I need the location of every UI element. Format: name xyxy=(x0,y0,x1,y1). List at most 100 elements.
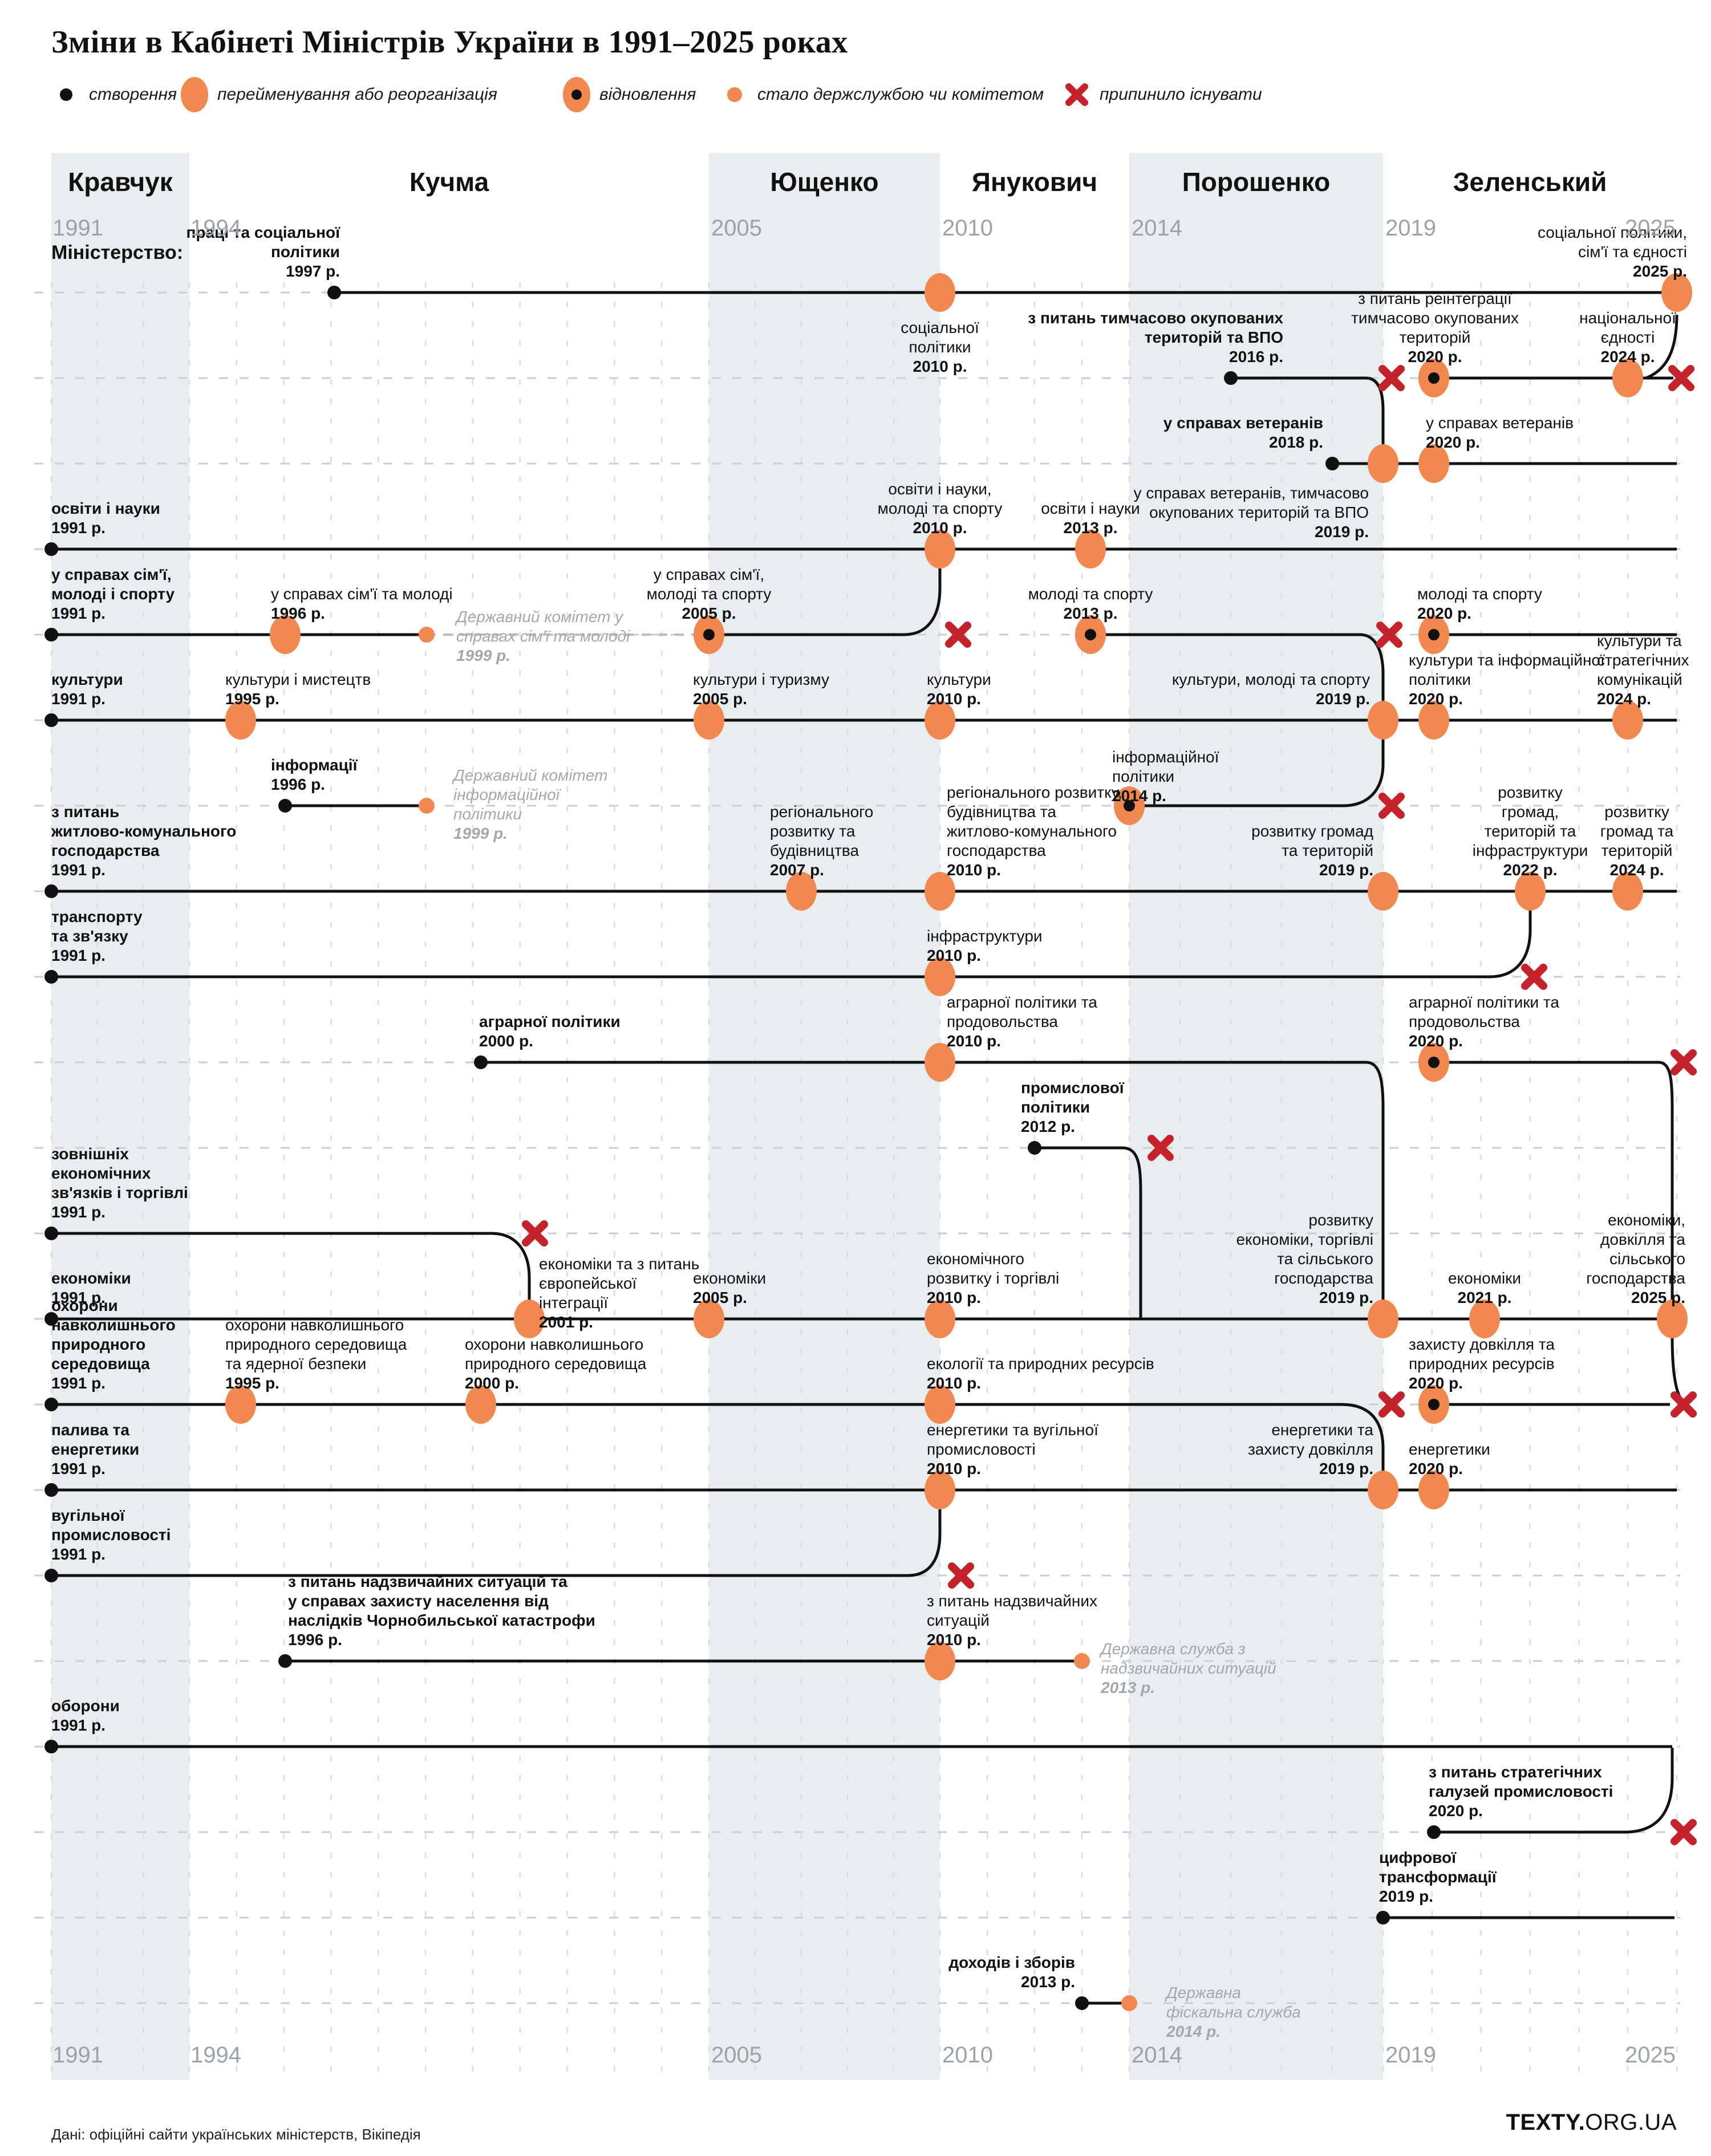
legend-item-end: припинило існувати xyxy=(1062,80,1262,109)
merge-connector-coal-to-energy-2010 xyxy=(907,1508,942,1577)
node-rename-environment-1995 xyxy=(225,1385,256,1424)
event-label: економіки, довкілля та сільського господарс… xyxy=(1586,1211,1685,1306)
node-creation-agrarian-2000 xyxy=(474,1055,488,1069)
event-label: розвитку громад, територій та інфраструктур… xyxy=(1472,783,1588,879)
legend-label: відновлення xyxy=(599,85,696,104)
event-label: економіки 2005 р. xyxy=(693,1269,767,1306)
merge-connector-family-to-culture-2019 xyxy=(1360,633,1385,703)
event-label: соціальної політики 2010 р. xyxy=(901,319,979,375)
node-rename-economy-2025 xyxy=(1657,1300,1688,1338)
event-label: розвитку громад та територій 2019 р. xyxy=(1251,822,1373,879)
node-rename-economy-2001 xyxy=(514,1300,545,1338)
merge-connector-environment-to-energy-2019 xyxy=(1341,1403,1385,1472)
event-label: транспорту та зв'язку 1991 р. xyxy=(51,908,143,964)
legend-label: припинило існувати xyxy=(1100,85,1262,104)
event-label: з питань реінтеграції тимчасово окуповани… xyxy=(1351,290,1519,366)
node-creation-defense-1991 xyxy=(44,1740,58,1753)
node-creation-environment-1991 xyxy=(44,1398,58,1411)
node-creation-veterans-2018 xyxy=(1325,457,1339,470)
node-restore-family-youth-sport-2020-dot xyxy=(1428,629,1440,640)
event-label: з питань тимчасово окупованих територій т… xyxy=(1028,309,1283,366)
president-name-Янукович: Янукович xyxy=(971,167,1098,197)
node-rename-culture-2024 xyxy=(1612,701,1643,740)
event-label: цифрової трансформації 2019 р. xyxy=(1379,1849,1497,1905)
node-ceased-family-youth-sport-2010 xyxy=(945,622,971,648)
node-rename-agrarian-2010 xyxy=(925,1043,955,1082)
event-label: освіти і науки 2013 р. xyxy=(1041,500,1140,537)
event-label: аграрної політики та продовольства 2010 р. xyxy=(947,993,1097,1050)
node-rename-culture-2019 xyxy=(1368,701,1398,740)
node-ceased-industrial-policy-2014 xyxy=(1148,1135,1174,1161)
node-restore-information-2014-dot xyxy=(1124,800,1135,811)
event-label: охорони навколишнього природного середови… xyxy=(465,1335,647,1392)
node-rename-economy-2019 xyxy=(1368,1300,1398,1338)
merge-connector-foreign-to-economy-2001 xyxy=(491,1232,531,1301)
event-label: культури і туризму 2005 р. xyxy=(693,671,829,708)
merge-connector-agrarian-to-economy-2019 xyxy=(1365,1061,1385,1301)
event-label: енергетики 2020 р. xyxy=(1409,1440,1490,1477)
event-label: оборони 1991 р. xyxy=(51,1697,120,1734)
node-creation-transport-1991 xyxy=(44,970,58,984)
event-label: промислової політики 2012 р. xyxy=(1021,1079,1124,1135)
axis-year-top-1991: 1991 xyxy=(52,216,103,241)
node-ceased-strategic-industries-2025 xyxy=(1671,1819,1697,1845)
event-label: культури та інформаційної політики 2020 р. xyxy=(1409,651,1605,708)
event-label: Державна служба з надзвичайних ситуацій 20… xyxy=(1101,1640,1276,1696)
node-creation-foreign-economic-1991 xyxy=(44,1227,58,1240)
node-creation-housing-communal-1991 xyxy=(44,884,58,898)
axis-year-top-2014: 2014 xyxy=(1132,216,1182,241)
event-label: інформації 1996 р. xyxy=(271,756,358,793)
restore-circle-icon xyxy=(562,75,591,115)
merge-connector-transport-to-communities-2022 xyxy=(1489,910,1532,978)
node-rename-fuel-energy-2010 xyxy=(925,1471,955,1509)
node-ceased-coal-industry-2010 xyxy=(948,1562,974,1589)
axis-year-bottom-2019: 2019 xyxy=(1385,2043,1436,2068)
node-restore-family-youth-sport-2005-dot xyxy=(703,629,715,640)
merge-connector-industrial-to-economy-2014 xyxy=(1122,1146,1142,1318)
event-label: культури та стратегічних комунікацій 2024 р… xyxy=(1597,632,1689,708)
event-label: національної єдності 2024 р. xyxy=(1579,309,1676,366)
merge-connector-family-to-education-2010 xyxy=(903,567,942,636)
legend-item-ren: перейменування або реорганізація xyxy=(180,77,497,112)
node-creation-economy-1991 xyxy=(44,1312,58,1326)
event-label: доходів і зборів 2013 р. xyxy=(948,1954,1075,1991)
president-name-Кравчук: Кравчук xyxy=(68,167,173,197)
node-rename-culture-2005 xyxy=(694,701,724,740)
node-committee-family-youth-sport-1999 xyxy=(419,627,435,643)
event-label: у справах ветеранів, тимчасово окупованих… xyxy=(1133,484,1369,541)
event-label: у справах ветеранів 2018 р. xyxy=(1163,414,1323,451)
axis-year-bottom-2010: 2010 xyxy=(942,2043,993,2068)
event-label: енергетики та вугільної промисловості 2010… xyxy=(927,1421,1098,1477)
node-restore-environment-2020-dot xyxy=(1428,1399,1440,1410)
event-label: охорони навколишнього природного середовища… xyxy=(51,1297,176,1392)
event-label: економіки 1991 р. xyxy=(51,1269,131,1306)
node-creation-education-science-1991 xyxy=(44,542,58,556)
node-creation-occupied-territories-2016 xyxy=(1224,371,1238,385)
node-rename-housing-communal-2024 xyxy=(1612,872,1643,911)
event-label: розвитку економіки, торгівлі та сільського… xyxy=(1236,1211,1373,1306)
event-label: з питань надзвичайних ситуацій 2010 р. xyxy=(927,1592,1097,1649)
node-rename-fuel-energy-2019 xyxy=(1368,1471,1398,1509)
node-rename-economy-2010 xyxy=(925,1300,955,1338)
event-label: регіонального розвитку та будівництва 2007 … xyxy=(770,803,874,879)
axis-year-top-2005: 2005 xyxy=(711,216,762,241)
node-ceased-agrarian-2025 xyxy=(1671,1049,1697,1075)
node-rename-culture-1995 xyxy=(225,701,256,740)
node-ceased-transport-2022 xyxy=(1521,964,1547,990)
node-rename-housing-communal-2010 xyxy=(925,872,955,911)
event-label: палива та енергетики 1991 р. xyxy=(51,1421,140,1477)
axis-year-top-1994: 1994 xyxy=(190,216,241,241)
node-rename-fuel-energy-2020 xyxy=(1418,1471,1449,1509)
node-rename-family-youth-sport-1996 xyxy=(270,615,301,654)
node-rename-economy-2005 xyxy=(694,1300,724,1338)
node-rename-housing-communal-2019 xyxy=(1368,872,1398,911)
axis-year-bottom-1994: 1994 xyxy=(190,2043,241,2068)
node-rename-culture-2020 xyxy=(1418,701,1449,740)
president-name-Ющенко: Ющенко xyxy=(770,167,879,197)
texty-logo: TEXTY.ORG.UA xyxy=(1506,2110,1677,2135)
node-rename-economy-2021 xyxy=(1469,1300,1500,1338)
node-creation-family-youth-sport-1991 xyxy=(44,628,58,641)
event-label: освіти і науки, молоді та спорту 2010 р. xyxy=(877,480,1003,537)
committee-dot-icon xyxy=(720,75,749,115)
event-label: енергетики та захисту довкілля 2019 р. xyxy=(1247,1421,1373,1477)
